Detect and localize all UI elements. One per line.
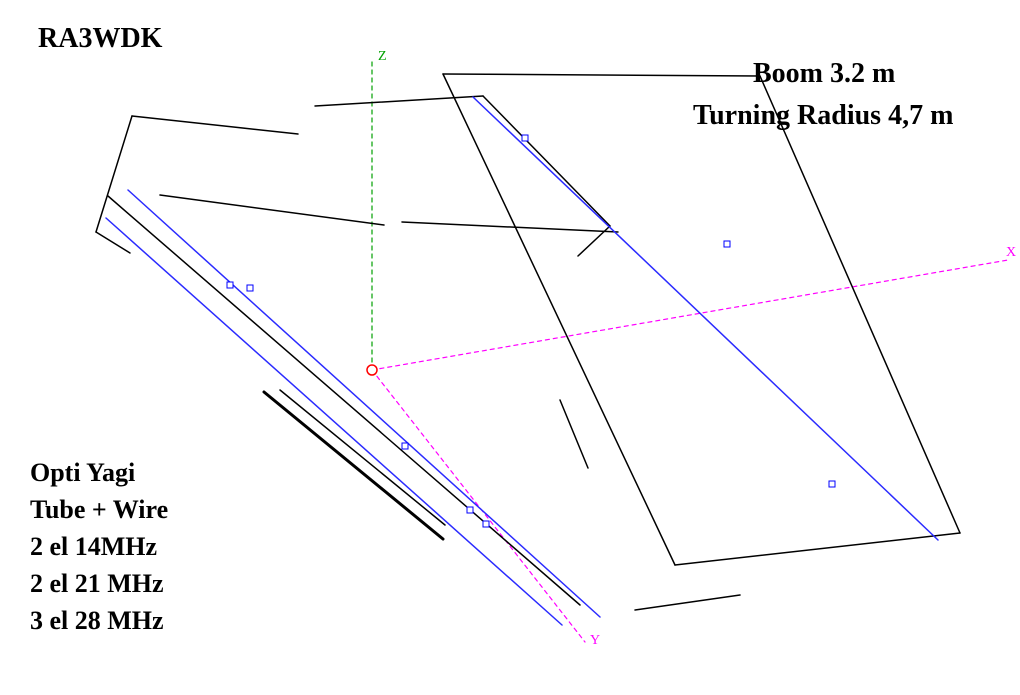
svg-text:Y: Y [590,633,600,648]
svg-text:Z: Z [378,49,387,64]
svg-text:X: X [1006,245,1016,260]
antenna-diagram: Z X Y [0,0,1020,695]
